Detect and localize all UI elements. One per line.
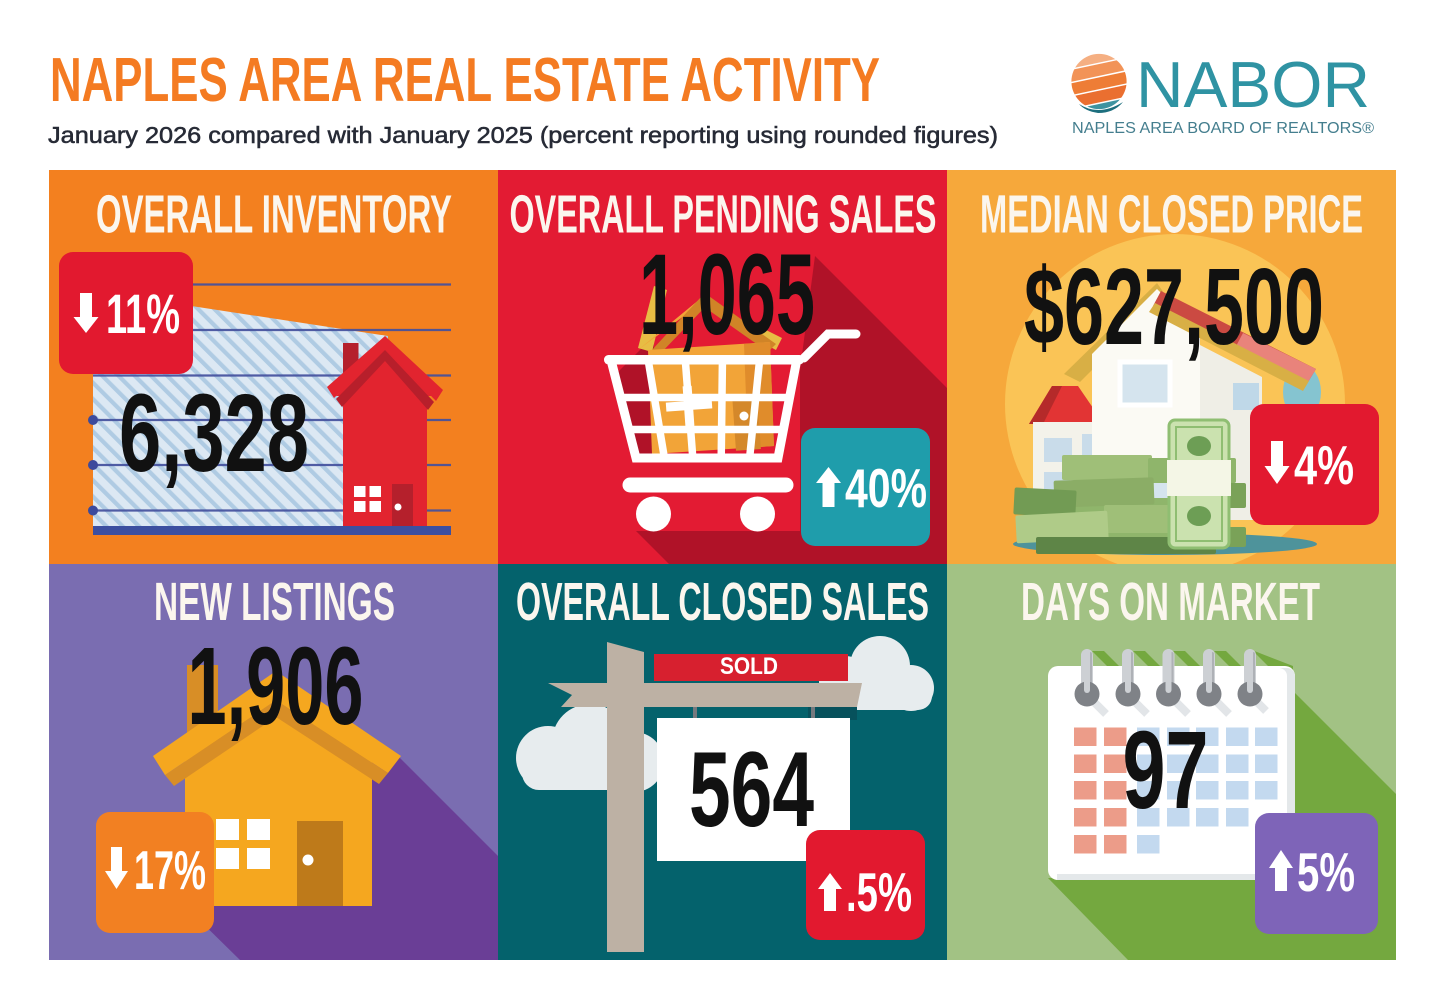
svg-text:1,906: 1,906 xyxy=(188,625,364,748)
svg-text:NEW LISTINGS: NEW LISTINGS xyxy=(154,572,395,632)
svg-text:$627,500: $627,500 xyxy=(1024,246,1324,368)
svg-text:January 2026 compared with Jan: January 2026 compared with January 2025 … xyxy=(48,122,998,148)
svg-text:MEDIAN CLOSED PRICE: MEDIAN CLOSED PRICE xyxy=(980,185,1363,245)
svg-text:.5%: .5% xyxy=(846,861,912,923)
svg-text:OVERALL INVENTORY: OVERALL INVENTORY xyxy=(96,185,452,245)
svg-text:97: 97 xyxy=(1123,709,1209,832)
svg-text:1,065: 1,065 xyxy=(639,231,815,359)
svg-text:4%: 4% xyxy=(1294,434,1354,496)
svg-text:40%: 40% xyxy=(845,457,927,519)
svg-text:NAPLES AREA REAL ESTATE ACTIVI: NAPLES AREA REAL ESTATE ACTIVITY xyxy=(50,45,880,115)
svg-text:SOLD: SOLD xyxy=(720,653,778,680)
svg-text:DAYS ON MARKET: DAYS ON MARKET xyxy=(1021,572,1320,632)
svg-text:11%: 11% xyxy=(106,282,180,345)
svg-text:6,328: 6,328 xyxy=(119,372,309,495)
svg-text:NAPLES AREA BOARD OF REALTORS®: NAPLES AREA BOARD OF REALTORS® xyxy=(1072,120,1375,137)
svg-text:17%: 17% xyxy=(134,839,206,901)
svg-text:5%: 5% xyxy=(1297,841,1355,903)
svg-text:NABOR: NABOR xyxy=(1136,49,1370,121)
svg-text:OVERALL PENDING SALES: OVERALL PENDING SALES xyxy=(510,185,937,245)
svg-text:OVERALL CLOSED SALES: OVERALL CLOSED SALES xyxy=(516,572,929,632)
svg-text:564: 564 xyxy=(689,729,814,849)
